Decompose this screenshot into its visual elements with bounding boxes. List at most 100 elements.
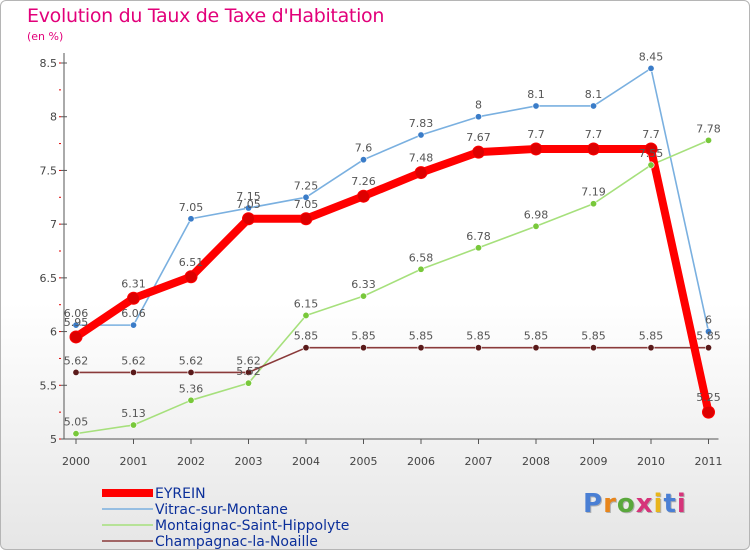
legend-label: Vitrac-sur-Montane	[155, 502, 288, 518]
x-tick-label: 2009	[580, 455, 608, 468]
data-label: 5.85	[409, 330, 434, 343]
data-label: 7.26	[351, 175, 376, 188]
x-tick-label: 2003	[235, 455, 263, 468]
data-label: 7.55	[639, 147, 664, 160]
y-tick-label: 8.5	[40, 57, 58, 70]
x-tick-label: 2010	[637, 455, 665, 468]
data-label: 7.05	[179, 201, 204, 214]
data-label: 8	[475, 99, 482, 112]
y-tick-label: 5	[50, 433, 57, 446]
data-label: 6.15	[294, 297, 319, 310]
data-point	[529, 142, 543, 156]
y-tick-label: 6.5	[40, 272, 58, 285]
data-point	[130, 368, 138, 376]
data-label: 6.58	[409, 251, 434, 264]
data-point	[127, 291, 140, 305]
data-point	[587, 142, 600, 156]
x-tick-label: 2006	[407, 455, 435, 468]
data-point	[302, 311, 310, 319]
logo-letter: i	[653, 489, 664, 519]
data-label: 5.36	[179, 382, 204, 395]
data-label: 6.78	[466, 230, 491, 243]
data-point	[302, 193, 310, 201]
data-point	[72, 368, 80, 376]
data-point	[184, 270, 198, 284]
data-point	[357, 189, 370, 203]
x-tick-label: 2008	[522, 455, 550, 468]
series-lines	[72, 67, 713, 435]
data-label: 8.45	[639, 50, 664, 63]
legend-label: Champagnac-la-Noaille	[155, 534, 318, 549]
data-label: 8.1	[585, 88, 603, 101]
x-tick-label: 2001	[120, 455, 148, 468]
data-point	[242, 212, 255, 226]
data-label: 5.95	[64, 316, 89, 329]
data-point	[245, 204, 253, 212]
data-point	[474, 244, 482, 252]
data-label: 5.85	[639, 330, 664, 343]
data-point	[474, 344, 482, 352]
data-label: 7.48	[409, 152, 434, 165]
data-label: 7.05	[294, 198, 319, 211]
data-label: 5.85	[294, 330, 319, 343]
logo-letter: P	[583, 489, 604, 519]
data-point	[589, 344, 597, 352]
data-label: 7.67	[466, 131, 491, 144]
data-label: 5.85	[696, 330, 721, 343]
y-tick-label: 8	[50, 111, 57, 124]
x-tick-label: 2007	[465, 455, 493, 468]
data-point	[644, 142, 658, 156]
data-point	[187, 215, 195, 223]
data-point	[474, 113, 482, 121]
data-point	[472, 145, 485, 159]
data-point	[417, 344, 425, 352]
data-point	[130, 421, 138, 429]
data-point	[417, 131, 425, 139]
data-label: 5.52	[236, 365, 261, 378]
data-label: 6.98	[524, 208, 549, 221]
data-point	[245, 379, 253, 387]
series-line-champagnac-la-noaille	[75, 346, 710, 374]
y-tick-label: 5.5	[40, 379, 58, 392]
data-label: 7.83	[409, 117, 434, 130]
data-label: 5.85	[581, 330, 606, 343]
chart-axes: 5 5.5 6 6.5 7 7.5 8 8.5 2000 2001 2002 2003 2004 2005…	[40, 53, 723, 468]
y-tick-label: 7.5	[40, 164, 58, 177]
x-tick-label: 2000	[62, 455, 90, 468]
data-point	[302, 344, 310, 352]
data-point	[647, 161, 655, 169]
x-tick-label: 2011	[695, 455, 723, 468]
chart-title: Evolution du Taux de Taxe d'Habitation	[27, 5, 385, 27]
data-label: 6.06	[64, 307, 89, 320]
data-point	[647, 64, 655, 72]
legend-label: Montaignac-Saint-Hippolyte	[155, 518, 349, 534]
data-label: 7.15	[236, 190, 261, 203]
data-label: 8.1	[527, 88, 545, 101]
data-label: 7.7	[642, 128, 660, 141]
series-markers	[69, 64, 715, 438]
series-line-montaignac-saint-hippolyte	[75, 139, 710, 435]
data-point	[532, 222, 540, 230]
data-label: 7.19	[581, 186, 606, 199]
data-label: 7.05	[236, 198, 261, 211]
data-point	[245, 368, 253, 376]
y-tick-label: 6	[50, 326, 57, 339]
data-label: 6.51	[179, 256, 204, 269]
data-label: 5.85	[524, 330, 549, 343]
series-line-eyrein	[72, 144, 713, 417]
data-label: 5.85	[466, 330, 491, 343]
data-point	[72, 321, 80, 329]
data-point	[704, 136, 712, 144]
data-point	[647, 344, 655, 352]
data-point	[187, 396, 195, 404]
logo-letter: r	[603, 489, 617, 519]
data-label: 7.78	[696, 122, 721, 135]
data-point	[72, 430, 80, 438]
data-point	[589, 200, 597, 208]
legend-label: EYREIN	[155, 486, 206, 502]
data-label: 6.06	[121, 307, 146, 320]
data-point	[532, 102, 540, 110]
